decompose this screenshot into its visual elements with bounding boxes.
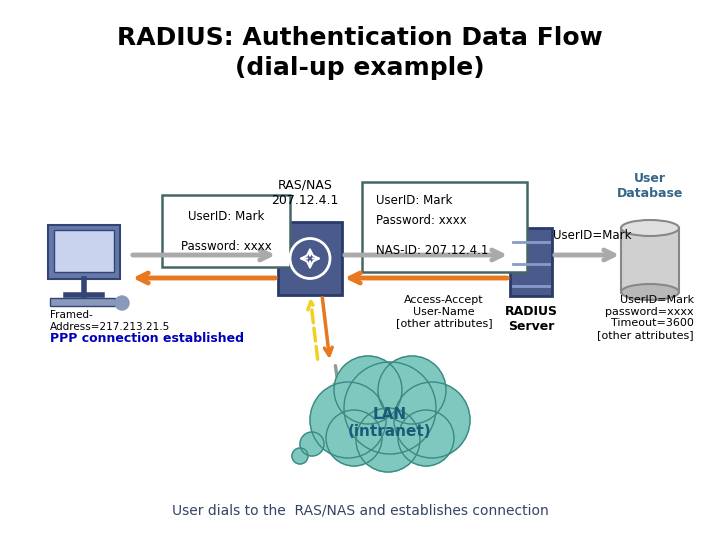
Circle shape (334, 356, 402, 424)
Bar (510, 228, 552, 296)
Text: User dials to the  RAS/NAS and establishes connection: User dials to the RAS/NAS and establishe… (171, 503, 549, 517)
Bar (48, 225, 120, 279)
Bar (162, 195, 290, 267)
Text: (dial-up example): (dial-up example) (235, 56, 485, 80)
Circle shape (398, 410, 454, 466)
Text: RADIUS
Server: RADIUS Server (505, 305, 557, 333)
Bar (50, 298, 115, 306)
Circle shape (115, 296, 129, 310)
Circle shape (356, 408, 420, 472)
Circle shape (394, 382, 470, 458)
Bar (362, 182, 527, 272)
Text: RAS/NAS
207.12.4.1: RAS/NAS 207.12.4.1 (271, 179, 338, 207)
Circle shape (292, 448, 308, 464)
Circle shape (378, 356, 446, 424)
Text: UserID=Mark
password=xxxx
Timeout=3600
[other attributes]: UserID=Mark password=xxxx Timeout=3600 [… (598, 295, 694, 340)
Text: Framed-
Address=217.213.21.5: Framed- Address=217.213.21.5 (50, 310, 170, 332)
Text: Password: xxxx: Password: xxxx (181, 240, 271, 253)
Text: PPP connection established: PPP connection established (50, 332, 244, 345)
Text: LAN
(intranet): LAN (intranet) (348, 407, 432, 439)
Circle shape (344, 362, 436, 454)
Bar (54, 230, 114, 272)
Bar (278, 222, 342, 295)
Text: UserID: Mark: UserID: Mark (188, 210, 264, 223)
Ellipse shape (621, 284, 679, 300)
Circle shape (310, 382, 386, 458)
Circle shape (300, 432, 324, 456)
Text: UserID: Mark: UserID: Mark (376, 194, 452, 207)
Text: UserID=Mark: UserID=Mark (553, 229, 631, 242)
Ellipse shape (621, 220, 679, 236)
Text: User
Database: User Database (617, 172, 683, 200)
Circle shape (326, 410, 382, 466)
Text: RADIUS: Authentication Data Flow: RADIUS: Authentication Data Flow (117, 26, 603, 50)
Text: Password: xxxx: Password: xxxx (376, 214, 467, 227)
Text: NAS-ID: 207.12.4.1: NAS-ID: 207.12.4.1 (376, 244, 488, 257)
Text: Access-Accept
User-Name
[other attributes]: Access-Accept User-Name [other attribute… (396, 295, 492, 328)
Bar (621, 228, 679, 292)
